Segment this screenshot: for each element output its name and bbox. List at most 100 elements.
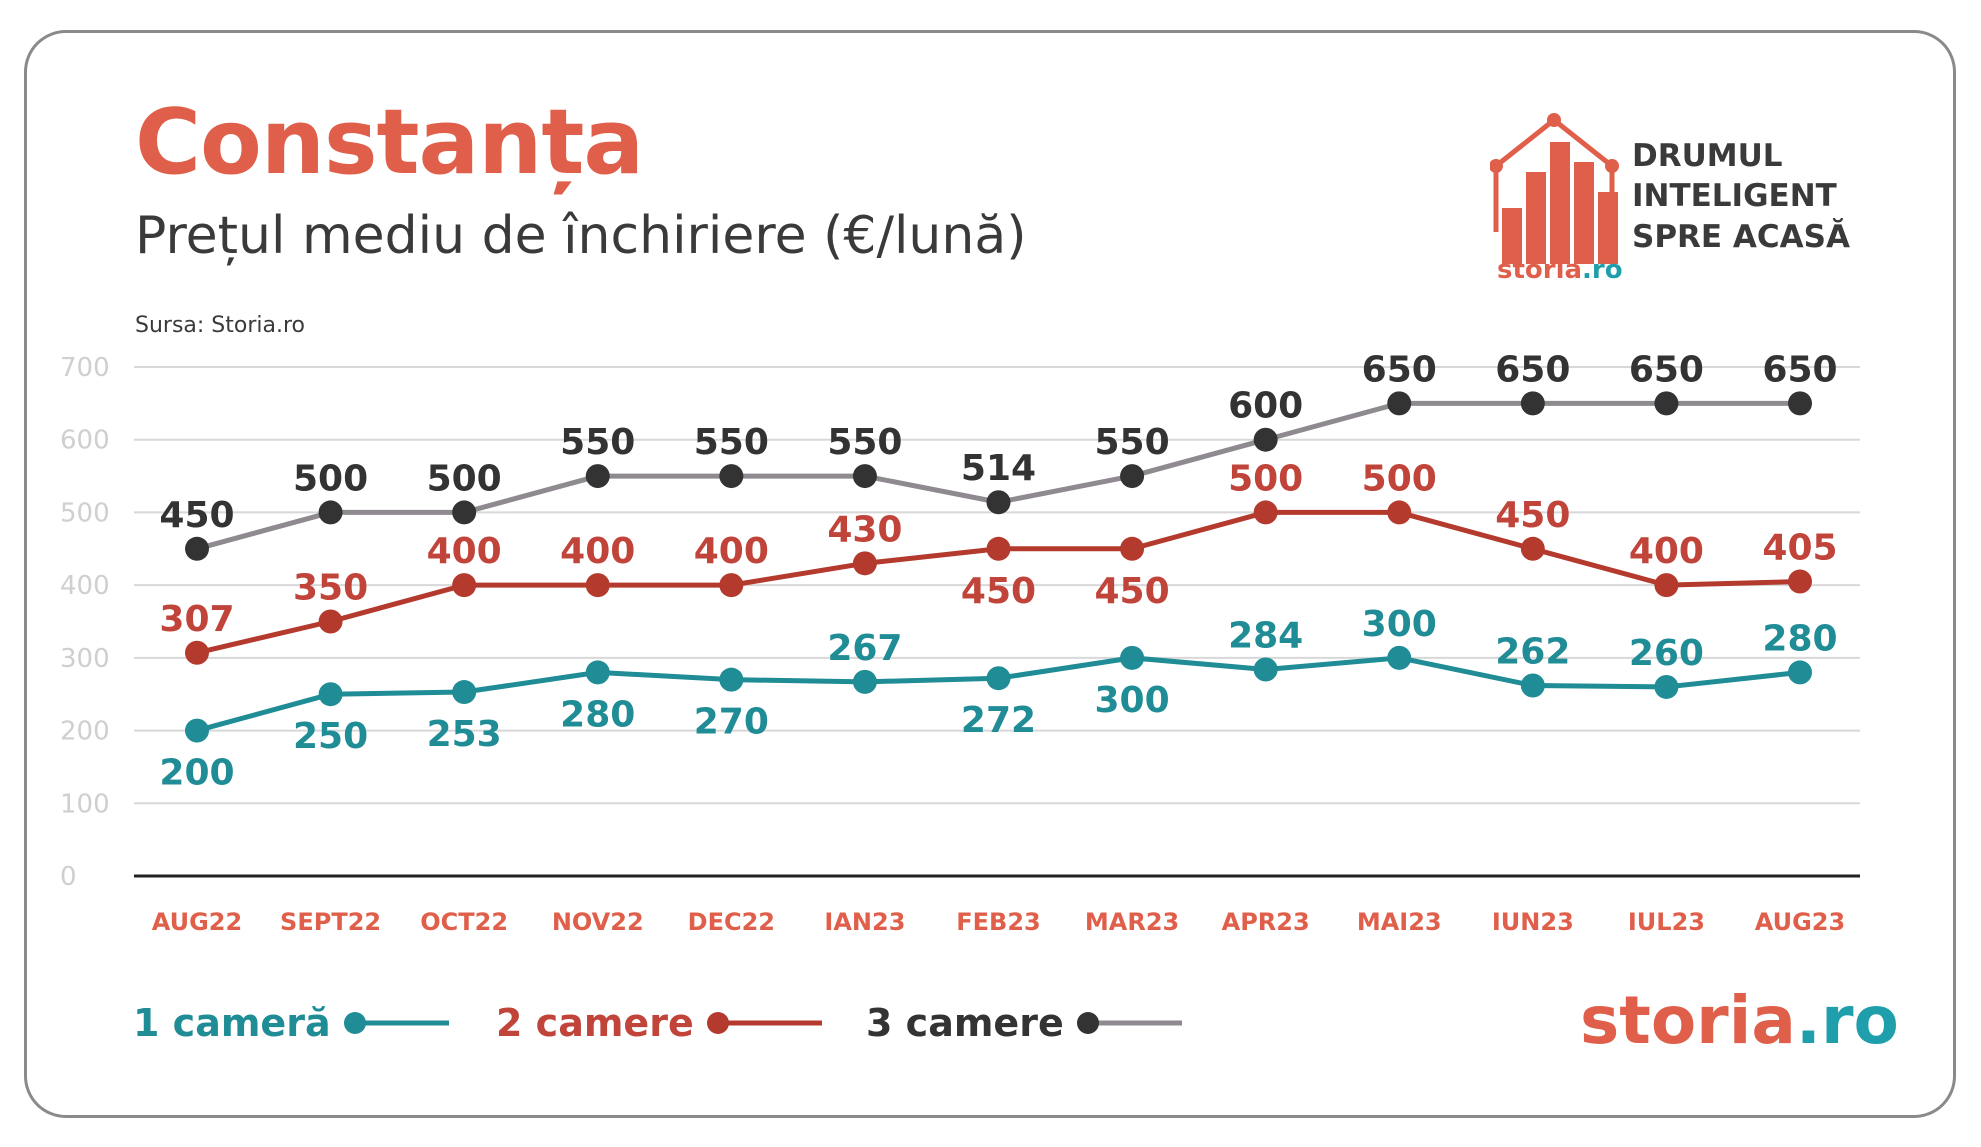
data-point: [1520, 536, 1545, 561]
data-label: 307: [159, 599, 234, 640]
data-label: 430: [827, 509, 902, 550]
source-note: Sursa: Storia.ro: [135, 313, 306, 338]
data-point: [185, 640, 209, 665]
data-label: 500: [1228, 458, 1303, 499]
logo-tagline-line: SPRE ACASĂ: [1632, 218, 1850, 255]
data-label: 284: [1228, 615, 1303, 656]
data-label: 280: [560, 694, 635, 735]
data-point: [452, 680, 477, 705]
data-label: 405: [1762, 528, 1837, 569]
data-label: 550: [827, 422, 902, 463]
data-point: [452, 573, 477, 598]
data-point: [719, 573, 744, 598]
data-point: [1654, 674, 1679, 699]
data-label: 500: [1362, 458, 1437, 499]
logo-small-brand-name: storia: [1497, 255, 1583, 285]
legend-swatch: [343, 1012, 449, 1034]
chart-title: Constanța: [135, 90, 644, 195]
y-tick-label: 700: [60, 353, 110, 383]
data-point: [1253, 427, 1278, 452]
logo-small-brand: storia.ro: [1497, 255, 1623, 285]
data-point: [1387, 500, 1412, 525]
data-point: [1520, 391, 1545, 416]
x-tick-label: IUN23: [1492, 908, 1574, 936]
data-label: 280: [1762, 618, 1837, 659]
x-tick-label: APR23: [1222, 908, 1310, 936]
legend-item-3-camere: 3 camere: [866, 998, 1186, 1048]
data-label: 514: [961, 448, 1036, 489]
data-point: [1120, 464, 1145, 489]
x-tick-label: MAR23: [1085, 908, 1179, 936]
x-tick-label: IAN23: [824, 908, 905, 936]
brand-logo: storia.ro: [1580, 988, 1899, 1054]
logo-bars: [1502, 142, 1618, 264]
data-point: [318, 500, 343, 525]
data-point: [318, 682, 343, 707]
legend-label: 3 camere: [866, 1001, 1064, 1045]
legend-item-1-camera: 1 cameră: [133, 998, 453, 1048]
y-tick-label: 200: [60, 717, 110, 747]
x-tick-label: IUL23: [1628, 908, 1705, 936]
x-tick-label: OCT22: [420, 908, 508, 936]
data-label: 260: [1629, 633, 1704, 674]
chart-subtitle: Prețul mediu de închiriere (€/lună): [135, 206, 1027, 266]
data-point: [852, 551, 877, 576]
data-point: [1120, 645, 1145, 670]
data-point: [1788, 391, 1812, 416]
data-point: [1654, 573, 1679, 598]
x-tick-label: NOV22: [552, 908, 644, 936]
data-point: [719, 464, 744, 489]
data-label: 650: [1495, 349, 1570, 390]
data-point: [585, 573, 610, 598]
data-point: [1654, 391, 1679, 416]
y-tick-label: 0: [60, 862, 77, 892]
brand-suffix: .ro: [1795, 982, 1899, 1059]
data-label: 350: [293, 568, 368, 609]
data-label: 650: [1762, 349, 1837, 390]
data-point: [1120, 536, 1145, 561]
data-point: [1387, 645, 1412, 670]
legend-swatch: [706, 1012, 822, 1034]
x-tick-label: SEPT22: [280, 908, 381, 936]
data-label: 400: [1629, 531, 1704, 572]
data-label: 250: [293, 716, 368, 757]
data-label: 650: [1629, 349, 1704, 390]
y-tick-label: 400: [60, 571, 110, 601]
data-point: [852, 464, 877, 489]
data-label: 270: [694, 702, 769, 743]
data-point: [1387, 391, 1412, 416]
data-point: [1253, 500, 1278, 525]
logo-tagline-line: DRUMUL: [1632, 138, 1783, 174]
brand-name: storia: [1580, 982, 1796, 1059]
y-tick-label: 300: [60, 644, 110, 674]
data-label: 500: [293, 458, 368, 499]
data-point: [585, 464, 610, 489]
y-tick-label: 600: [60, 426, 110, 456]
legend-item-2-camere: 2 camere: [496, 998, 826, 1048]
x-tick-label: AUG23: [1755, 908, 1845, 936]
data-point: [585, 660, 610, 685]
data-point: [852, 669, 877, 694]
data-label: 262: [1495, 631, 1570, 672]
y-tick-label: 500: [60, 498, 110, 528]
data-label: 300: [1095, 680, 1170, 721]
data-point: [185, 536, 209, 561]
data-point: [986, 490, 1011, 515]
data-label: 450: [1495, 495, 1570, 536]
data-label: 400: [560, 531, 635, 572]
logo-small-brand-suffix: .ro: [1582, 255, 1623, 285]
data-label: 450: [159, 495, 234, 536]
logo-dots: [1490, 113, 1619, 173]
data-label: 300: [1362, 604, 1437, 645]
house-bar-chart-icon: [1490, 113, 1619, 264]
x-tick-label: FEB23: [956, 908, 1040, 936]
y-tick-label: 100: [60, 789, 110, 819]
data-label: 550: [560, 422, 635, 463]
logo-tagline-line: INTELIGENT: [1632, 178, 1837, 215]
data-label: 200: [159, 753, 234, 794]
data-point: [1253, 657, 1278, 682]
data-label: 550: [694, 422, 769, 463]
x-tick-label: AUG22: [152, 908, 242, 936]
data-label: 500: [427, 458, 502, 499]
